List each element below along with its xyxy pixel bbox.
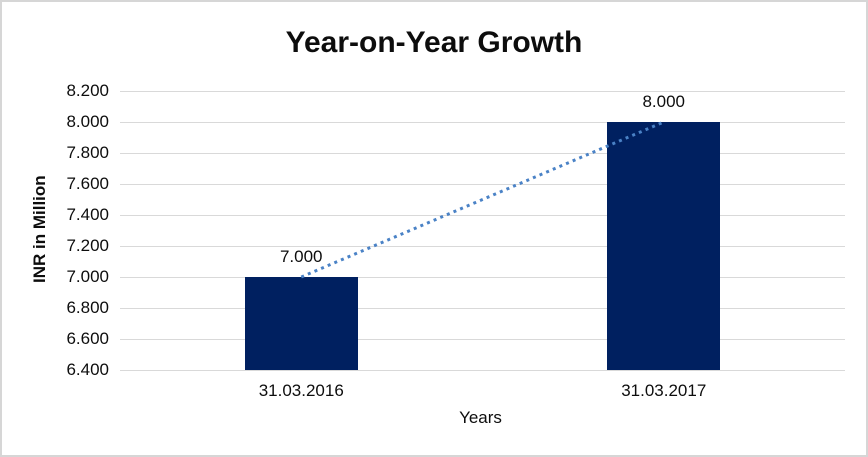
y-tick-label: 8.200: [66, 81, 109, 100]
y-tick-label: 7.000: [66, 267, 109, 286]
gridline: [120, 245, 845, 247]
x-tick-label: 31.03.2016: [258, 381, 344, 400]
gridline: [120, 369, 845, 371]
y-tick-label: 7.600: [66, 174, 109, 193]
y-tick-label: 7.200: [66, 236, 109, 255]
bar-31.03.2017: [607, 122, 721, 370]
gridline: [120, 121, 845, 123]
gridline: [120, 276, 845, 278]
y-tick-label: 6.600: [66, 329, 109, 348]
chart-title: Year-on-Year Growth: [285, 26, 583, 59]
bar-value-label: 8.000: [642, 92, 686, 111]
y-axis-title: INR in Million: [30, 175, 49, 284]
x-axis-title: Years: [459, 408, 502, 427]
gridline: [120, 183, 845, 185]
gridline: [120, 214, 845, 216]
y-tick-label: 8.000: [66, 112, 109, 131]
y-tick-label: 7.800: [66, 143, 109, 162]
gridline: [120, 338, 845, 340]
bar-value-label: 7.000: [279, 247, 323, 266]
gridline: [120, 307, 845, 309]
gridline: [120, 90, 845, 92]
gridline: [120, 152, 845, 154]
y-tick-label: 7.400: [66, 205, 109, 224]
y-tick-label: 6.800: [66, 298, 109, 317]
x-tick-label: 31.03.2017: [621, 381, 707, 400]
y-tick-label: 6.400: [66, 360, 109, 379]
trendline: [300, 120, 665, 279]
bar-31.03.2016: [244, 277, 358, 370]
